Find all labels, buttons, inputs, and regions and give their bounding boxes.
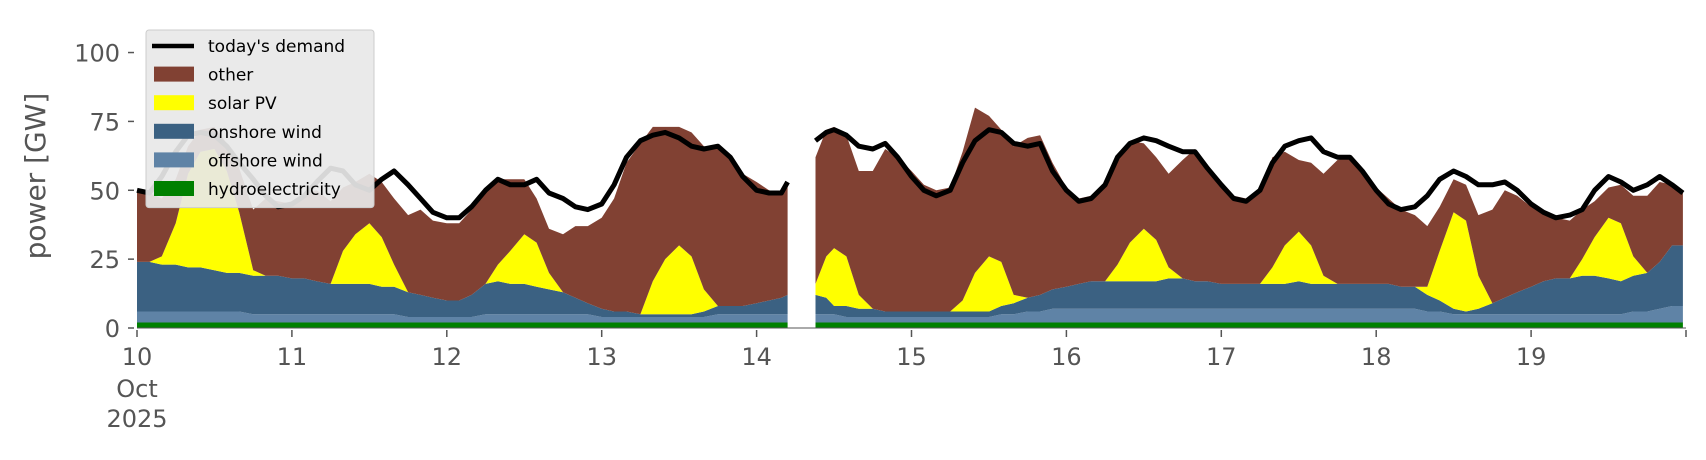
legend-label-offshore-wind: offshore wind <box>208 151 323 171</box>
y-tick-label: 0 <box>105 315 120 343</box>
x-tick-label: 13 <box>586 343 617 371</box>
area-hydroelectricity-segment-2 <box>815 322 1683 328</box>
legend-swatch-hydroelectricity <box>154 181 194 196</box>
legend-label-solar-pv: solar PV <box>208 94 277 114</box>
legend-swatch-other <box>154 66 194 82</box>
legend-label-hydroelectricity: hydroelectricity <box>208 180 341 200</box>
area-onshore-wind-segment-1 <box>137 261 788 317</box>
legend-swatch-offshore-wind <box>154 152 194 168</box>
legend-label-other: other <box>208 66 253 86</box>
x-tick-label: 14 <box>741 343 772 371</box>
y-tick-label: 75 <box>89 108 120 136</box>
x-tick-label: 16 <box>1051 343 1082 371</box>
y-tick-label: 25 <box>89 246 120 274</box>
legend-label-onshore-wind: onshore wind <box>208 123 322 143</box>
area-other-segment-2 <box>815 107 1683 312</box>
x-tick-label: 12 <box>432 343 463 371</box>
x-tick-month-label: Oct <box>116 375 158 403</box>
y-axis-label: power [GW] <box>19 93 52 260</box>
area-hydroelectricity-segment-1 <box>137 322 788 328</box>
legend-swatch-onshore-wind <box>154 123 194 139</box>
x-tick-label: 15 <box>896 343 927 371</box>
area-solar-pv-segment-2 <box>815 212 1683 312</box>
y-tick-label: 50 <box>89 177 120 205</box>
legend-label-today-s-demand: today's demand <box>208 37 345 57</box>
area-other-segment-1 <box>137 126 788 315</box>
area-onshore-wind-segment-2 <box>815 245 1683 317</box>
legend-box <box>145 29 375 209</box>
x-tick-label: 11 <box>277 343 308 371</box>
legend: today's demand other solar PV onshore wind o… <box>145 29 375 209</box>
x-tick-label: 17 <box>1206 343 1237 371</box>
y-tick-label: 100 <box>74 40 120 68</box>
x-tick-label: 19 <box>1516 343 1547 371</box>
x-tick-label: 10 <box>122 343 153 371</box>
x-tick-year-label: 2025 <box>106 405 167 433</box>
area-offshore-wind-segment-2 <box>815 306 1683 323</box>
stacked-areas <box>137 107 1683 328</box>
demand-line-segment-2 <box>813 127 1685 221</box>
x-tick-label: 18 <box>1361 343 1392 371</box>
legend-swatch-solar-pv <box>154 95 194 111</box>
